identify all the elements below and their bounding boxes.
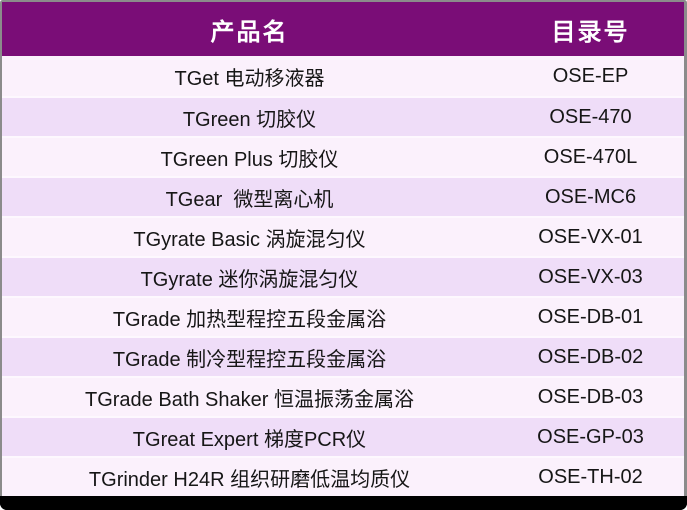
product-catalog-table: 产品名 目录号 TGet 电动移液器 OSE-EP TGreen 切胶仪 OSE… [0, 0, 687, 496]
product-name-cell: TGrade Bath Shaker 恒温振荡金属浴 [85, 388, 414, 411]
product-name-cell: TGreen Plus 切胶仪 [160, 148, 339, 171]
catalog-number-cell: OSE-VX-03 [538, 265, 643, 288]
catalog-number-cell: OSE-VX-01 [538, 225, 643, 248]
table-row: TGrade Bath Shaker 恒温振荡金属浴 OSE-DB-03 [2, 376, 684, 416]
table-row: TGyrate 迷你涡旋混匀仪 OSE-VX-03 [2, 256, 684, 296]
table-row: TGrade 加热型程控五段金属浴 OSE-DB-01 [2, 296, 684, 336]
bottom-black-bar [0, 496, 687, 510]
product-name-cell: TGyrate 迷你涡旋混匀仪 [140, 268, 359, 291]
product-name-cell: TGrinder H24R 组织研磨低温均质仪 [88, 468, 411, 491]
catalog-number-cell: OSE-470L [543, 145, 638, 168]
product-name-cell: TGrade 制冷型程控五段金属浴 [112, 348, 387, 371]
table-row: TGreat Expert 梯度PCR仪 OSE-GP-03 [2, 416, 684, 456]
table-row: TGreen Plus 切胶仪 OSE-470L [2, 136, 684, 176]
product-name-cell: TGreat Expert 梯度PCR仪 [132, 428, 367, 451]
catalog-number-cell: OSE-470 [549, 105, 632, 128]
catalog-number-cell: OSE-EP [552, 64, 629, 87]
table-header-row: 产品名 目录号 [2, 2, 684, 56]
product-name-cell: TGreen 切胶仪 [182, 108, 317, 131]
catalog-number-cell: OSE-GP-03 [537, 425, 644, 448]
table-row: TGear 微型离心机 OSE-MC6 [2, 176, 684, 216]
catalog-number-cell: OSE-DB-02 [537, 345, 644, 368]
table-row: TGrinder H24R 组织研磨低温均质仪 OSE-TH-02 [2, 456, 684, 496]
catalog-number-cell: OSE-DB-03 [537, 385, 644, 408]
column-header-catalog-number: 目录号 [551, 18, 630, 46]
table-row: TGrade 制冷型程控五段金属浴 OSE-DB-02 [2, 336, 684, 376]
table-row: TGet 电动移液器 OSE-EP [2, 56, 684, 96]
product-name-cell: TGear 微型离心机 [165, 188, 334, 211]
catalog-number-cell: OSE-MC6 [544, 185, 637, 208]
column-header-product-name: 产品名 [210, 18, 289, 46]
product-name-cell: TGrade 加热型程控五段金属浴 [112, 308, 387, 331]
catalog-number-cell: OSE-TH-02 [538, 465, 643, 488]
table-row: TGreen 切胶仪 OSE-470 [2, 96, 684, 136]
product-name-cell: TGet 电动移液器 [174, 67, 325, 90]
catalog-number-cell: OSE-DB-01 [537, 305, 644, 328]
table-row: TGyrate Basic 涡旋混匀仪 OSE-VX-01 [2, 216, 684, 256]
product-name-cell: TGyrate Basic 涡旋混匀仪 [133, 228, 366, 251]
